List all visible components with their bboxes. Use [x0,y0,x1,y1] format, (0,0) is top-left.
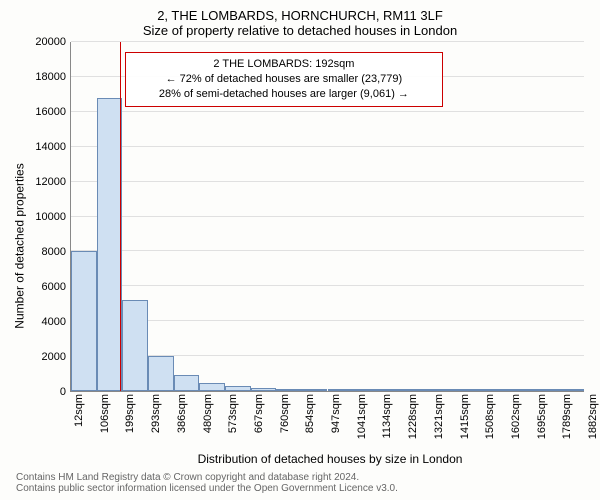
ytick: 4000 [42,316,66,328]
xtick: 386sqm [176,394,188,433]
bar [276,389,302,391]
xtick: 1134sqm [381,394,393,438]
bar [225,386,251,391]
bar [379,389,405,391]
yaxis-label-wrap: Number of detached properties [10,42,30,450]
xtick: 1041sqm [356,394,368,439]
bar [71,251,97,391]
ytick: 8000 [42,246,66,258]
xtick: 106sqm [99,394,111,433]
bar [302,389,328,391]
chart-title-line1: 2, THE LOMBARDS, HORNCHURCH, RM11 3LF [10,8,590,23]
ytick: 16000 [35,106,66,118]
plot-region: 2 THE LOMBARDS: 192sqm ← 72% of detached… [70,42,584,392]
xtick: 199sqm [124,394,136,433]
xtick: 480sqm [202,394,214,433]
ytick: 14000 [35,141,66,153]
xaxis-label: Distribution of detached houses by size … [10,452,590,466]
chart-container: 2, THE LOMBARDS, HORNCHURCH, RM11 3LF Si… [0,0,600,500]
annotation-line2: ← 72% of detached houses are smaller (23… [134,72,434,87]
xtick: 760sqm [279,394,291,433]
chart-title-line2: Size of property relative to detached ho… [10,23,590,38]
xtick: 293sqm [150,394,162,433]
xtick: 573sqm [227,394,239,433]
ytick: 0 [60,386,66,398]
ytick: 2000 [42,351,66,363]
bar [558,389,584,391]
plot-wrap: 2 THE LOMBARDS: 192sqm ← 72% of detached… [70,42,590,450]
ytick: 6000 [42,281,66,293]
annotation-line3: 28% of semi-detached houses are larger (… [134,87,434,102]
bar [97,98,123,391]
gridline [71,216,584,217]
bar [456,389,482,391]
gridline [71,41,584,42]
annotation-line1: 2 THE LOMBARDS: 192sqm [134,57,434,72]
ytick: 18000 [35,71,66,83]
xaxis-ticks: 12sqm 106sqm 199sqm 293sqm 386sqm 480sqm 573sq… [70,392,584,450]
bar [533,389,559,391]
xtick: 1228sqm [407,394,419,439]
annotation-box: 2 THE LOMBARDS: 192sqm ← 72% of detached… [125,52,443,107]
xtick: 854sqm [304,394,316,433]
bar [199,383,225,391]
yaxis-ticks: 0 2000 4000 6000 8000 10000 12000 14000 16000 180… [30,42,70,450]
bar [148,356,174,391]
gridline [71,146,584,147]
xtick: 1882sqm [587,394,599,439]
chart-area: Number of detached properties 0 2000 4000 6… [10,42,590,450]
gridline [71,320,584,321]
xtick: 1321sqm [433,394,445,439]
yaxis-label: Number of detached properties [13,163,27,328]
bar [507,389,533,391]
xtick: 12sqm [73,394,85,427]
bar [328,389,354,391]
ytick: 12000 [35,176,66,188]
bar [481,389,507,391]
ytick: 20000 [35,36,66,48]
bar [353,389,379,391]
xtick: 1695sqm [536,394,548,439]
xtick: 1508sqm [484,394,496,439]
gridline [71,285,584,286]
ytick: 10000 [35,211,66,223]
xtick: 1415sqm [459,394,471,439]
xtick: 947sqm [330,394,342,433]
gridline [71,181,584,182]
footer-line1: Contains HM Land Registry data © Crown c… [10,472,590,483]
bar [404,389,430,391]
xtick: 1602sqm [510,394,522,439]
gridline [71,111,584,112]
footer-line2: Contains public sector information licen… [10,483,590,494]
marker-line [120,42,121,391]
bar [122,300,148,391]
bar [174,375,200,391]
bar [251,388,277,391]
xtick: 667sqm [253,394,265,433]
bar [430,389,456,391]
gridline [71,250,584,251]
xtick: 1789sqm [561,394,573,439]
